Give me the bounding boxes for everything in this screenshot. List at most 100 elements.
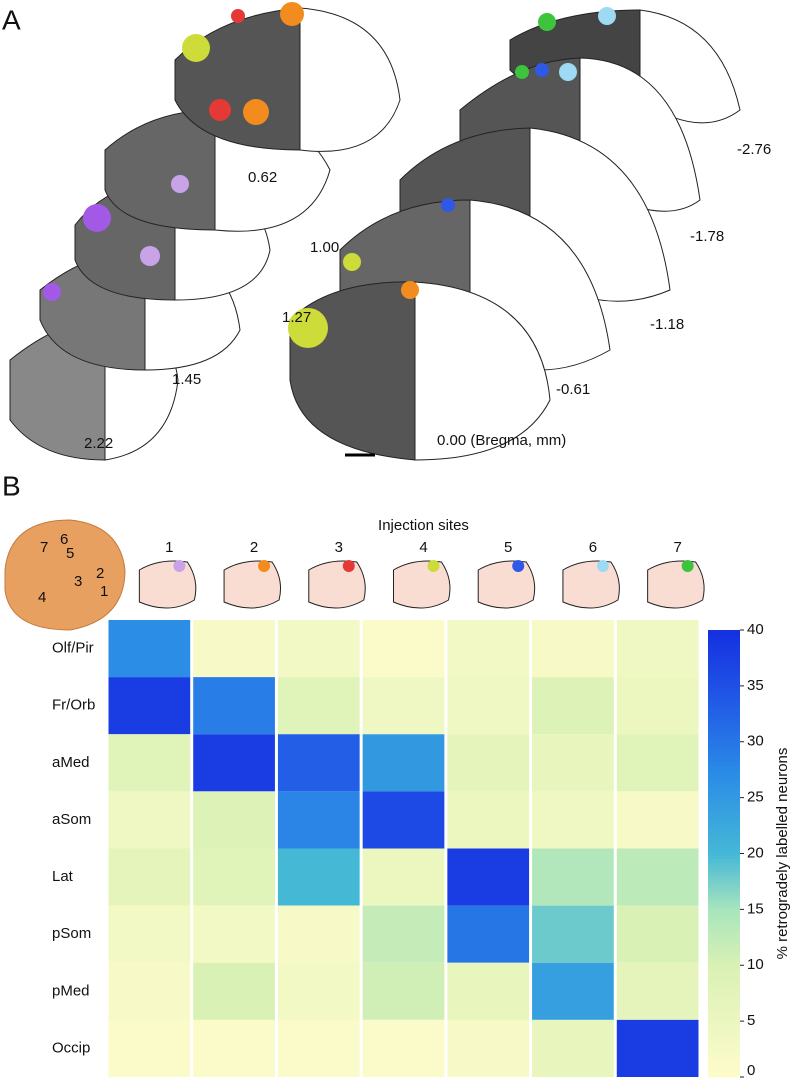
heatmap: Olf/PirFr/OrbaMedaSomLatpSompMedOccip051… [52, 620, 791, 1079]
heat-cell [447, 620, 529, 677]
heat-cell [532, 734, 614, 791]
colorbar-tick-label: 10 [747, 956, 764, 973]
heat-cell [532, 963, 614, 1020]
row-label: Olf/Pir [52, 640, 94, 657]
heat-cell [193, 906, 275, 963]
colorbar-tick-label: 15 [747, 900, 764, 917]
chart-title: Injection sites [378, 517, 469, 534]
colorbar-tick-label: 35 [747, 677, 764, 694]
section-level: 1.45 [172, 371, 201, 388]
heat-cell [532, 620, 614, 677]
heat-cell [447, 791, 529, 848]
heat-cell [109, 906, 191, 963]
row-label: Lat [52, 868, 74, 885]
colorbar-tick-label: 20 [747, 844, 764, 861]
photo-label: 3 [74, 573, 82, 590]
heat-cell [363, 620, 445, 677]
column-label: 5 [504, 539, 512, 556]
row-label: pMed [52, 982, 90, 999]
row-label: aSom [52, 811, 91, 828]
heat-cell [278, 963, 360, 1020]
heat-cell [193, 677, 275, 734]
heat-cell [617, 734, 699, 791]
heat-cell [278, 1020, 360, 1077]
photo-label: 4 [38, 589, 46, 606]
heat-cell [278, 677, 360, 734]
heat-cell [447, 734, 529, 791]
heat-cell [193, 849, 275, 906]
heat-cell [109, 677, 191, 734]
colorbar-strip [708, 630, 740, 633]
photo-label: 6 [60, 531, 68, 548]
column-label: 7 [673, 539, 681, 556]
site-dot [258, 560, 270, 572]
heat-cell [532, 849, 614, 906]
column-label: 2 [250, 539, 258, 556]
section-level: -1.18 [650, 316, 684, 333]
heat-cell [193, 734, 275, 791]
site-dot [512, 560, 524, 572]
heat-cell [532, 906, 614, 963]
site-schematic [309, 561, 365, 608]
column-label: 6 [589, 539, 597, 556]
heat-cell [617, 849, 699, 906]
heat-cell [363, 734, 445, 791]
heat-cell [109, 734, 191, 791]
colorbar-tick-label: 30 [747, 733, 764, 750]
panel-label: A [2, 4, 21, 35]
heat-cell [617, 791, 699, 848]
row-label: Occip [52, 1039, 90, 1056]
heat-cell [617, 906, 699, 963]
site-schematic [478, 561, 534, 608]
section-level: 1.27 [282, 309, 311, 326]
section-level: 0.00 (Bregma, mm) [437, 432, 566, 449]
heat-cell [278, 849, 360, 906]
heat-cell [278, 620, 360, 677]
row-label: aMed [52, 754, 90, 771]
panel-label: B [2, 470, 21, 501]
heat-cell [363, 791, 445, 848]
section-level: -2.76 [737, 141, 771, 158]
colorbar-tick-label: 0 [747, 1062, 755, 1079]
heat-cell [363, 1020, 445, 1077]
heat-cell [532, 677, 614, 734]
site-schematic [648, 561, 704, 608]
section-level: -1.78 [690, 228, 724, 245]
photo-label: 2 [96, 565, 104, 582]
heat-cell [109, 620, 191, 677]
heat-cell [617, 963, 699, 1020]
heat-cell [363, 849, 445, 906]
heat-cell [363, 677, 445, 734]
heat-cell [109, 791, 191, 848]
heat-cell [193, 1020, 275, 1077]
heat-cell [193, 791, 275, 848]
heat-cell [447, 849, 529, 906]
column-label: 4 [419, 539, 427, 556]
heat-cell [363, 906, 445, 963]
heat-cell [532, 791, 614, 848]
injection-sites: Injection sites1234567 [139, 517, 704, 608]
site-schematic [394, 561, 450, 608]
colorbar-tick-label: 40 [747, 621, 764, 638]
row-label: Fr/Orb [52, 697, 95, 714]
heat-cell [447, 963, 529, 1020]
heat-cell [278, 734, 360, 791]
heat-cell [447, 1020, 529, 1077]
site-dot [173, 560, 185, 572]
site-dot [428, 560, 440, 572]
section-level: -0.61 [556, 381, 590, 398]
column-label: 3 [335, 539, 343, 556]
brain-sections [10, 2, 740, 460]
heat-cell [193, 620, 275, 677]
heat-cell [447, 677, 529, 734]
colorbar-tick-label: 25 [747, 789, 764, 806]
heat-cell [109, 849, 191, 906]
heat-cell [617, 1020, 699, 1077]
colorbar-label: % retrogradely labelled neurons [774, 748, 791, 960]
heat-cell [278, 906, 360, 963]
colorbar-tick-label: 5 [747, 1012, 755, 1029]
site-dot [343, 560, 355, 572]
site-schematic [563, 561, 619, 608]
site-schematic [139, 561, 195, 608]
